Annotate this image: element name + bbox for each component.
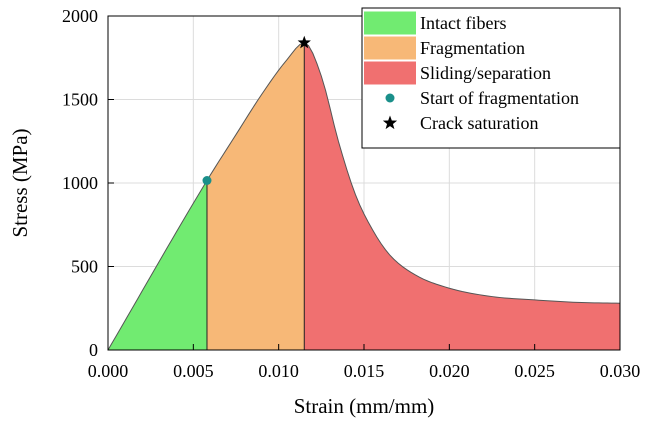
x-tick-label: 0.000	[88, 361, 129, 381]
x-tick-label: 0.010	[258, 361, 299, 381]
region-fragmentation	[207, 43, 304, 350]
x-tick-label: 0.020	[429, 361, 470, 381]
legend-swatch-fragmentation	[364, 37, 416, 60]
legend-circle-marker	[386, 94, 395, 103]
legend-label: Crack saturation	[420, 113, 538, 133]
legend-swatch-sliding-separation	[364, 62, 416, 85]
x-tick-label: 0.030	[600, 361, 641, 381]
legend-swatch-intact-fibers	[364, 12, 416, 35]
y-tick-label: 500	[71, 257, 98, 277]
x-tick-label: 0.015	[344, 361, 385, 381]
legend-label: Sliding/separation	[420, 63, 551, 83]
x-tick-label: 0.005	[173, 361, 214, 381]
legend-label: Start of fragmentation	[420, 88, 579, 108]
y-tick-label: 1500	[62, 90, 98, 110]
y-axis-title: Stress (MPa)	[8, 128, 32, 237]
y-tick-label: 0	[89, 340, 98, 360]
legend-label: Fragmentation	[420, 38, 525, 58]
start-of-fragmentation-point	[202, 176, 211, 185]
y-tick-label: 1000	[62, 173, 98, 193]
x-tick-label: 0.025	[514, 361, 555, 381]
legend-label: Intact fibers	[420, 13, 506, 33]
legend: Intact fibers Fragmentation Sliding/separa…	[362, 8, 620, 148]
y-tick-label: 2000	[62, 6, 98, 26]
x-axis-title: Strain (mm/mm)	[294, 394, 435, 418]
